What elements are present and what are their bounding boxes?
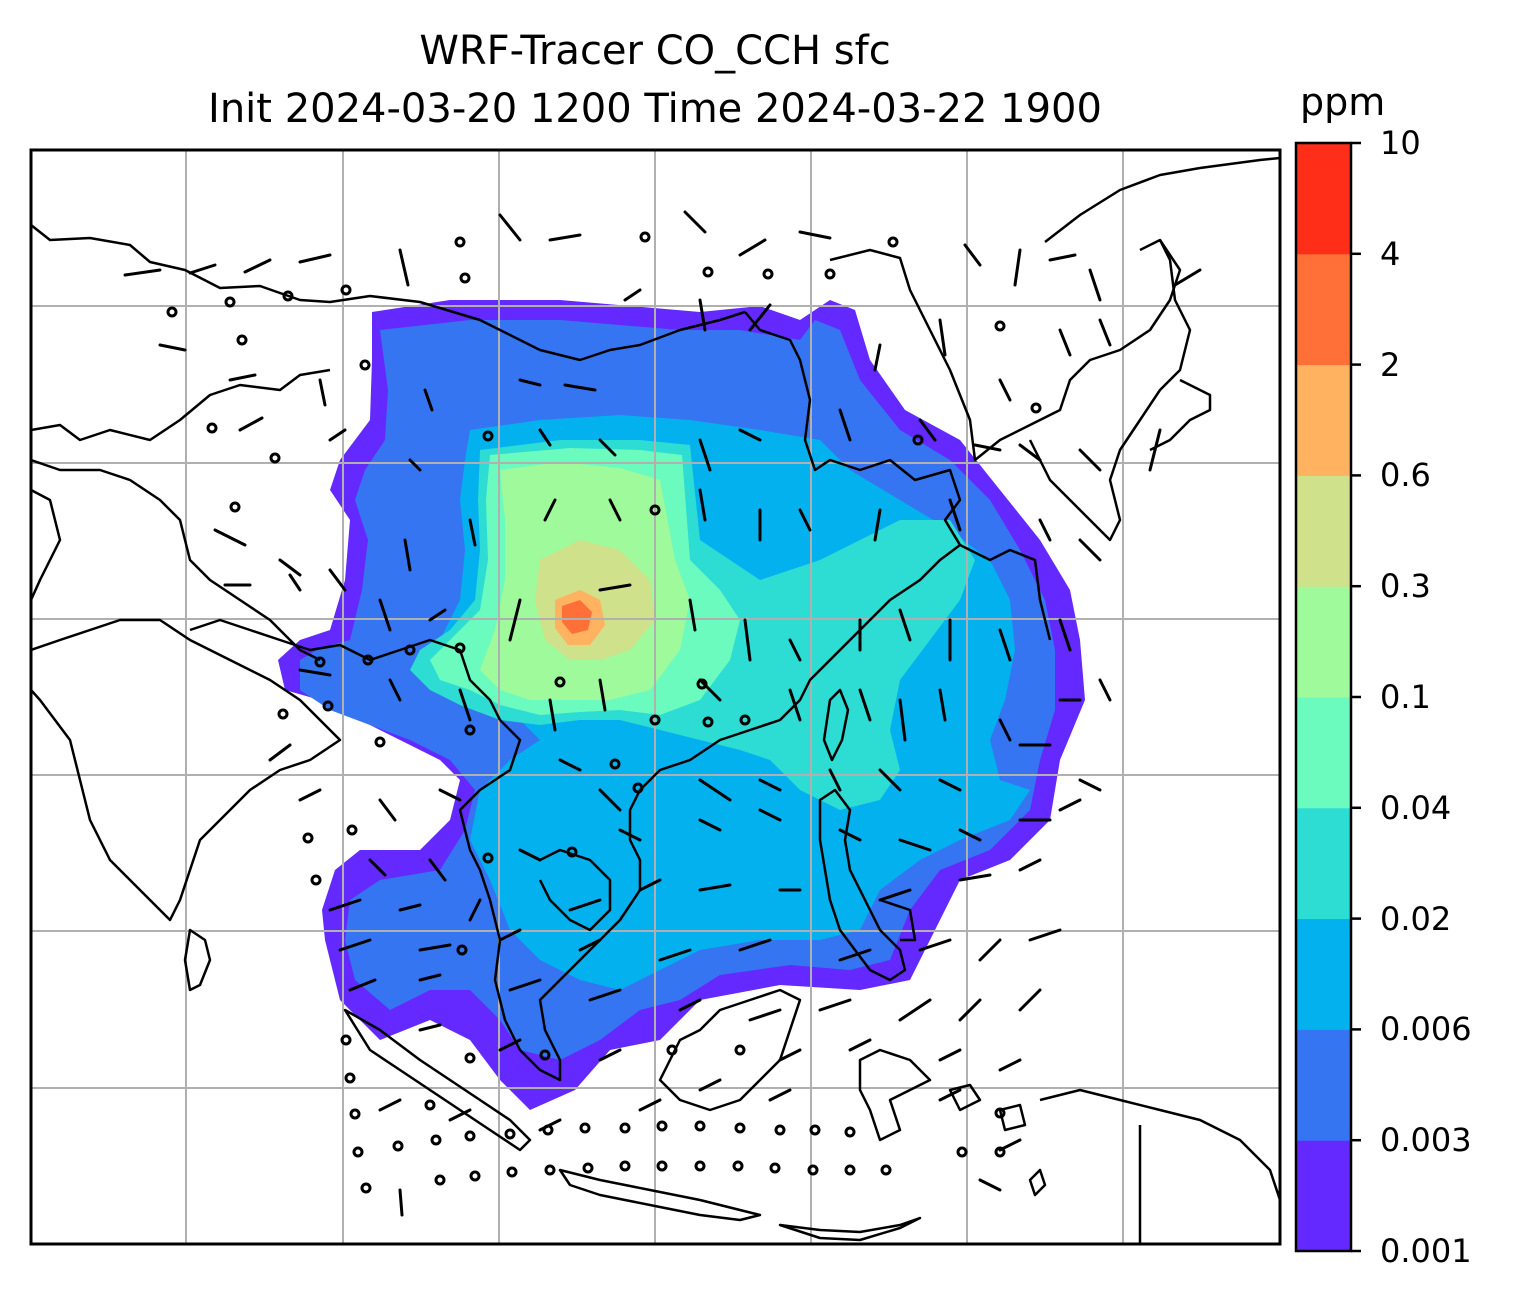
colorbar-segment-7 bbox=[1296, 364, 1351, 476]
colorbar-tick-label: 4 bbox=[1380, 234, 1401, 273]
colorbar-tick-label: 0.001 bbox=[1380, 1232, 1472, 1270]
colorbar-segment-8 bbox=[1296, 253, 1351, 366]
colorbar-segment-2 bbox=[1296, 918, 1351, 1030]
gridlines bbox=[31, 150, 1280, 1244]
colorbar-tick-label: 0.1 bbox=[1380, 678, 1431, 716]
field-level-2 bbox=[562, 600, 592, 634]
colorbar-tick-label: 0.006 bbox=[1380, 1010, 1472, 1049]
colorbar-tick-label: 2 bbox=[1380, 345, 1401, 384]
colorbar-segment-0 bbox=[1296, 1140, 1351, 1252]
colorbar-segment-6 bbox=[1296, 475, 1351, 587]
colorbar-tick-label: 0.3 bbox=[1380, 567, 1431, 606]
colorbar-segment-4 bbox=[1296, 697, 1351, 809]
colorbar-tick-label: 0.04 bbox=[1380, 788, 1452, 827]
colorbar-frame bbox=[1294, 141, 1353, 1253]
colorbar-units: ppm bbox=[1300, 80, 1386, 124]
colorbar-tick-label: 0.003 bbox=[1380, 1121, 1472, 1160]
colorbar-tick-label: 0.02 bbox=[1380, 899, 1452, 938]
colorbar-tick-label: 10 bbox=[1380, 124, 1421, 162]
map-title-line1: WRF-Tracer CO_CCH sfc bbox=[419, 28, 891, 74]
calm-wind-markers bbox=[166, 231, 1042, 1194]
concentration-field bbox=[278, 300, 1085, 1110]
wind-barbs bbox=[123, 210, 1202, 1217]
colorbar-segment-9 bbox=[1296, 143, 1351, 255]
colorbar-segment-1 bbox=[1296, 1029, 1351, 1141]
colorbar bbox=[1296, 141, 1361, 1253]
colorbar-segment-3 bbox=[1296, 807, 1351, 920]
coastlines bbox=[31, 156, 1280, 1244]
colorbar-tick-label: 0.6 bbox=[1380, 456, 1431, 495]
colorbar-segment-5 bbox=[1296, 586, 1351, 698]
map-frame bbox=[29, 148, 1282, 1246]
map-title-line2: Init 2024-03-20 1200 Time 2024-03-22 190… bbox=[208, 86, 1102, 132]
